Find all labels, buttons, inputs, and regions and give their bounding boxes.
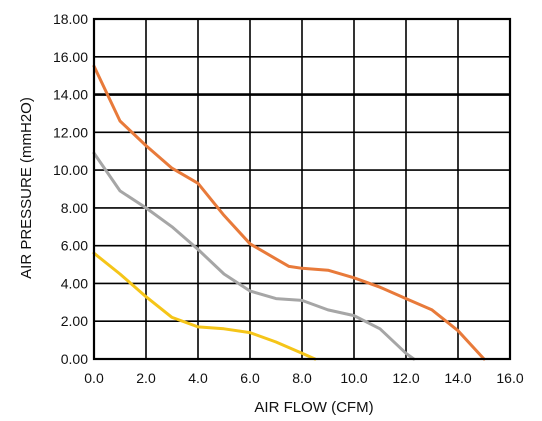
y-tick-label: 8.00 xyxy=(61,200,88,216)
x-tick-label: 6.0 xyxy=(240,370,260,386)
series-line-3 xyxy=(92,251,317,361)
y-axis-title: AIR PRESSURE (mmH2O) xyxy=(18,97,35,279)
x-tick-label: 12.0 xyxy=(392,370,419,386)
y-tick-label: 4.00 xyxy=(61,275,88,291)
x-tick-label: 0.0 xyxy=(84,370,104,386)
x-tick-labels: 0.0 2.0 4.0 6.0 8.0 10.0 12.0 14.0 16.0 xyxy=(84,370,524,386)
y-tick-label: 14.00 xyxy=(53,87,88,103)
y-tick-label: 6.00 xyxy=(61,238,88,254)
x-tick-label: 8.0 xyxy=(292,370,312,386)
x-tick-label: 4.0 xyxy=(188,370,208,386)
y-tick-label: 12.00 xyxy=(53,124,88,140)
x-tick-label: 10.0 xyxy=(340,370,367,386)
x-tick-label: 16.0 xyxy=(496,370,523,386)
grid xyxy=(93,18,511,360)
y-tick-label: 0.00 xyxy=(61,351,88,367)
y-tick-label: 16.00 xyxy=(53,49,88,65)
x-tick-label: 14.0 xyxy=(444,370,471,386)
x-tick-label: 2.0 xyxy=(136,370,156,386)
y-tick-label: 18.00 xyxy=(53,11,88,27)
y-tick-label: 2.00 xyxy=(61,313,88,329)
series-layer xyxy=(92,64,486,361)
plot-frame xyxy=(92,17,512,361)
x-axis-title: AIR FLOW (CFM) xyxy=(254,399,373,416)
y-tick-labels: 0.00 2.00 4.00 6.00 8.00 10.00 12.00 14.00 16.00… xyxy=(53,11,88,367)
series-line-1 xyxy=(92,64,486,361)
y-tick-label: 10.00 xyxy=(53,162,88,178)
series-line-2 xyxy=(92,151,416,361)
